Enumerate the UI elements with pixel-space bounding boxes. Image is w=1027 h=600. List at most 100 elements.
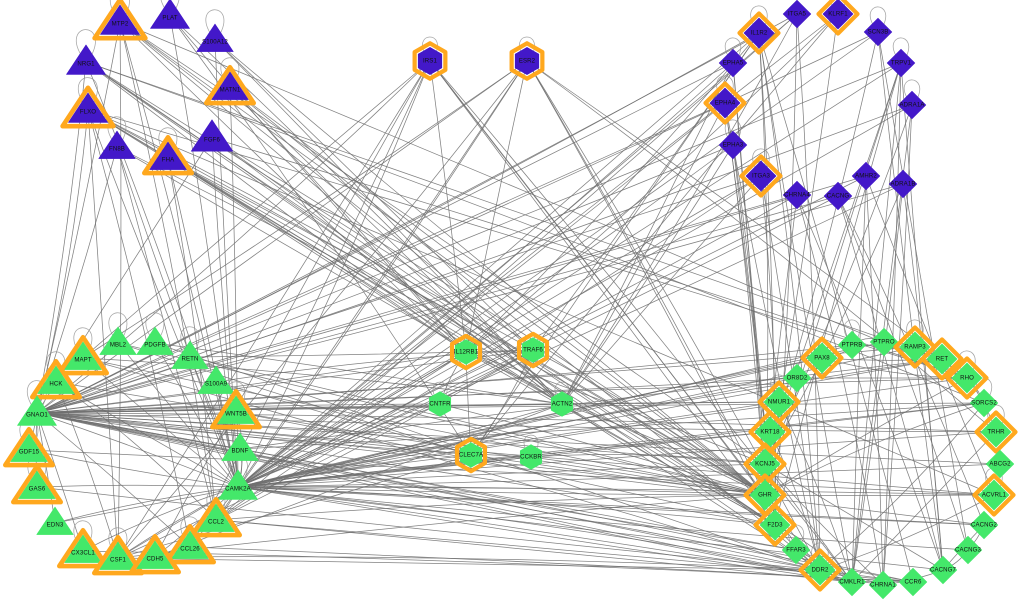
graph-node-trpv1[interactable] xyxy=(886,48,916,78)
graph-node-cacng[interactable] xyxy=(823,181,853,211)
graph-node-csf1[interactable] xyxy=(99,541,137,570)
graph-node-epha4[interactable] xyxy=(709,87,741,119)
graph-node-s100a9[interactable] xyxy=(197,365,235,394)
graph-node-wnt5b[interactable] xyxy=(217,395,255,424)
graph-node-chrna1[interactable] xyxy=(868,570,898,600)
self-loop-edge xyxy=(432,381,448,401)
node-highlight-border xyxy=(893,325,937,369)
graph-node-mapt[interactable] xyxy=(64,341,102,370)
graph-node-acvrl1[interactable] xyxy=(978,479,1010,511)
graph-edge xyxy=(169,15,467,353)
graph-node-bdnf[interactable] xyxy=(221,432,259,461)
graph-node-mbl2[interactable] xyxy=(99,326,137,355)
graph-node-s100a12[interactable] xyxy=(196,23,234,52)
graph-node-flxo[interactable] xyxy=(68,92,108,123)
graph-node-ffar3[interactable] xyxy=(781,535,811,565)
graph-node-trhr[interactable] xyxy=(980,416,1012,448)
graph-edge xyxy=(154,60,431,558)
graph-edge xyxy=(167,157,239,488)
node-highlight-border xyxy=(816,0,860,36)
graph-node-f2d3[interactable] xyxy=(759,509,791,541)
graph-node-fgf6[interactable] xyxy=(190,119,234,152)
graph-edge xyxy=(117,60,528,559)
graph-edge xyxy=(237,144,734,488)
graph-edge xyxy=(774,13,798,526)
graph-node-ghr[interactable] xyxy=(749,479,781,511)
node-highlight-border xyxy=(210,388,262,430)
graph-node-hck[interactable] xyxy=(37,365,75,394)
node-layer[interactable] xyxy=(3,0,1018,600)
graph-node-cntfr[interactable] xyxy=(428,391,452,417)
graph-node-pax8[interactable] xyxy=(806,342,838,374)
graph-node-scn3b[interactable] xyxy=(863,17,893,47)
graph-node-adra1b[interactable] xyxy=(888,169,918,199)
graph-edge xyxy=(237,463,1001,488)
graph-node-cdh5[interactable] xyxy=(136,540,174,569)
graph-node-gdf15[interactable] xyxy=(10,433,48,462)
graph-edge xyxy=(429,60,853,583)
node-highlight-border xyxy=(737,11,781,55)
graph-node-mtp2[interactable] xyxy=(100,4,140,35)
graph-node-gas6[interactable] xyxy=(18,470,56,499)
graph-node-matn1[interactable] xyxy=(211,71,249,100)
graph-node-plat[interactable] xyxy=(150,0,190,29)
graph-node-klrf1[interactable] xyxy=(822,0,854,30)
graph-node-ccr6[interactable] xyxy=(898,567,928,597)
graph-node-abcg2[interactable] xyxy=(985,449,1015,479)
graph-node-il1r2[interactable] xyxy=(743,17,775,49)
graph-edge xyxy=(119,21,217,521)
graph-node-ptpro[interactable] xyxy=(869,327,899,357)
graph-node-or8d2[interactable] xyxy=(782,363,812,393)
graph-edge xyxy=(796,194,944,571)
graph-node-cmklr1[interactable] xyxy=(837,567,867,597)
graph-node-il12rb1[interactable] xyxy=(454,339,478,365)
graph-node-gnao1[interactable] xyxy=(17,395,57,426)
graph-edge xyxy=(235,411,776,526)
graph-node-cacng7[interactable] xyxy=(928,555,958,585)
graph-edge xyxy=(237,486,985,526)
graph-node-edn3[interactable] xyxy=(36,506,74,535)
graph-node-ccl26[interactable] xyxy=(171,530,209,559)
graph-node-sorcs2[interactable] xyxy=(969,388,999,418)
graph-node-amhr2[interactable] xyxy=(851,161,881,191)
graph-node-itga5[interactable] xyxy=(782,0,812,29)
graph-node-ccl2[interactable] xyxy=(197,503,235,532)
node-highlight-border xyxy=(454,436,488,474)
graph-node-clec7a[interactable] xyxy=(459,442,483,468)
graph-node-ret[interactable] xyxy=(926,343,958,375)
graph-edge xyxy=(85,61,563,405)
graph-edge xyxy=(796,194,884,586)
graph-node-rho[interactable] xyxy=(951,362,983,394)
graph-edge xyxy=(36,31,879,414)
graph-node-ramp3[interactable] xyxy=(899,331,931,363)
self-loop-edge xyxy=(76,29,96,59)
graph-node-cacng2[interactable] xyxy=(969,510,999,540)
graph-edge xyxy=(237,486,969,551)
graph-node-nmur1[interactable] xyxy=(763,386,795,418)
graph-node-epha5[interactable] xyxy=(718,48,748,78)
graph-node-kcnj5[interactable] xyxy=(749,448,781,480)
graph-node-irs1[interactable] xyxy=(417,47,443,75)
graph-node-cacng3[interactable] xyxy=(953,535,983,565)
graph-node-esr2[interactable] xyxy=(514,47,540,75)
graph-node-adra1a[interactable] xyxy=(897,90,927,120)
graph-node-retn[interactable] xyxy=(171,340,209,369)
graph-edge xyxy=(237,463,766,488)
graph-node-cx3cl1[interactable] xyxy=(64,534,102,563)
graph-node-epha3[interactable] xyxy=(718,130,748,160)
graph-node-camk2a[interactable] xyxy=(218,469,258,500)
graph-node-cckbr[interactable] xyxy=(519,444,543,470)
graph-node-ddr2[interactable] xyxy=(804,554,836,586)
graph-node-traf6[interactable] xyxy=(521,337,545,363)
graph-node-fha[interactable] xyxy=(149,141,187,170)
graph-node-nrg1[interactable] xyxy=(66,44,106,75)
graph-node-fn8b[interactable] xyxy=(98,130,136,159)
graph-node-actn2[interactable] xyxy=(550,391,574,417)
graph-node-pdgfb[interactable] xyxy=(136,326,174,355)
graph-node-itga3[interactable] xyxy=(745,160,777,192)
self-loop-edge xyxy=(73,327,93,355)
graph-node-ptprb[interactable] xyxy=(837,330,867,360)
graph-node-chrna4[interactable] xyxy=(782,180,812,210)
